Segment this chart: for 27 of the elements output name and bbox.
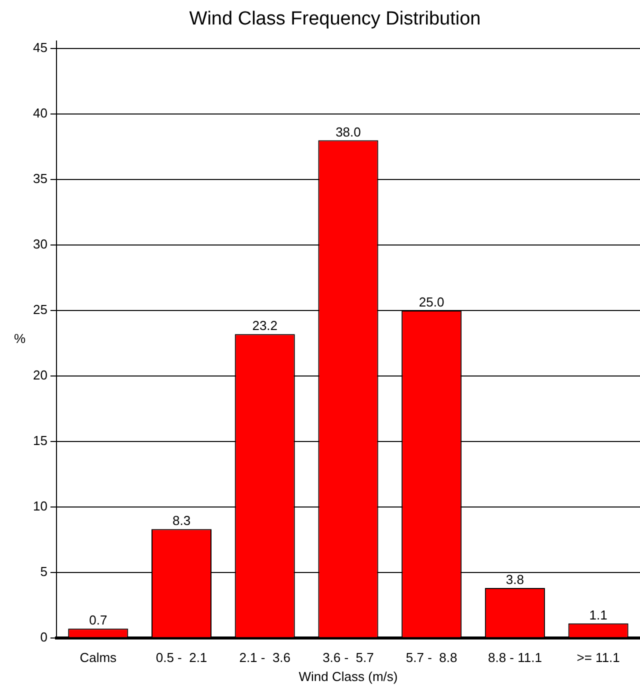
x-axis-title: Wind Class (m/s) [298, 668, 398, 684]
y-tick-label: 25 [32, 302, 48, 318]
data-label: 25.0 [418, 294, 444, 310]
data-label: 23.2 [252, 318, 278, 334]
data-label: 1.1 [589, 607, 608, 622]
y-axis-title: % [14, 330, 26, 346]
y-tick-label: 45 [32, 40, 48, 56]
y-tick-label: 0 [40, 629, 48, 644]
data-label: 0.7 [89, 612, 108, 628]
x-tick-label: 0.5 - 2.1 [156, 650, 208, 666]
y-tick-label: 40 [32, 106, 48, 121]
y-tick-label: 5 [40, 564, 48, 579]
x-tick-label: >= 11.1 [576, 650, 620, 666]
x-tick-label: 5.7 - 8.8 [406, 650, 458, 666]
data-label: 3.8 [506, 572, 524, 588]
x-tick-label: 3.6 - 5.7 [322, 650, 374, 666]
x-tick-label: 8.8 - 11.1 [488, 650, 542, 666]
y-tick-label: 35 [32, 171, 48, 186]
chart-title: Wind Class Frequency Distribution [189, 8, 481, 30]
y-tick-label: 20 [32, 368, 48, 383]
y-tick-label: 30 [32, 236, 48, 252]
x-tick-label: 2.1 - 3.6 [239, 650, 291, 666]
data-label: 8.3 [172, 513, 191, 528]
y-tick-label: 10 [32, 498, 48, 514]
x-tick-label: Calms [80, 650, 118, 666]
data-label: 38.0 [336, 124, 361, 140]
y-tick-label: 15 [32, 432, 48, 448]
